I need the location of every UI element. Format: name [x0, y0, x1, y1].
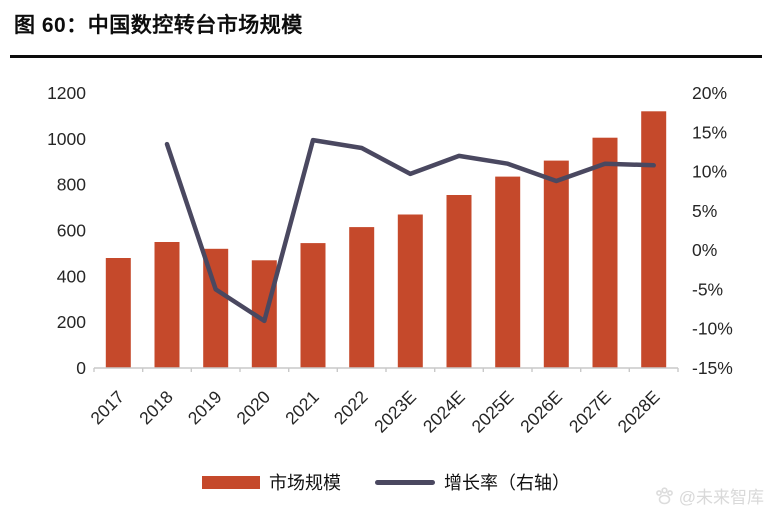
x-axis-category-label: 2018: [135, 387, 177, 429]
bar-2024E: [446, 195, 472, 368]
x-axis-category-label: 2026E: [516, 387, 566, 437]
x-axis-category-label: 2027E: [565, 387, 615, 437]
bar-series-swatch: [202, 475, 260, 489]
x-axis-category-label: 2025E: [468, 387, 518, 437]
right-axis-tick-label: 0%: [692, 240, 717, 260]
left-axis-tick-label: 200: [57, 312, 86, 332]
x-axis-category-label: 2017: [86, 387, 128, 429]
x-axis-category-label: 2021: [281, 387, 323, 429]
bar-2026E: [543, 160, 569, 368]
left-axis-tick-label: 800: [57, 175, 86, 195]
right-axis-tick-label: 5%: [692, 201, 717, 221]
chart-title: 图 60：中国数控转台市场规模: [14, 14, 303, 37]
watermark-paw-logo-icon: [655, 486, 673, 504]
legend-label-market-size: 市场规模: [269, 473, 341, 493]
growth-rate-line: [164, 137, 656, 324]
bar-2022: [349, 227, 375, 368]
x-axis-category-label: 2028E: [614, 387, 664, 437]
right-axis-tick-label: 20%: [692, 83, 727, 103]
bar-2025E: [495, 176, 521, 368]
market-size-chart: 0 200 400 600 800 1000 1200 -15% -10% -5% 0% 5% 10% 1…: [47, 83, 733, 437]
chart-legend: 市场规模 增长率（右轴）: [0, 469, 772, 495]
right-axis-tick-label: -10%: [692, 319, 733, 339]
left-axis-tick-label: 1200: [47, 83, 86, 103]
watermark-text: @未来智库: [678, 488, 764, 507]
title-underline: [10, 55, 762, 58]
left-axis-tick-label: 600: [57, 221, 86, 241]
right-axis-tick-label: 10%: [692, 162, 727, 182]
x-axis-category-label: 2022: [330, 387, 372, 429]
bar-2018: [154, 242, 180, 368]
bar-2027E: [592, 137, 618, 368]
left-axis-tick-label: 1000: [47, 129, 86, 149]
x-axis-category-label: 2024E: [419, 387, 469, 437]
watermark: @未来智库: [654, 483, 764, 508]
bar-2021: [300, 243, 326, 368]
right-axis-tick-label: -15%: [692, 358, 733, 378]
legend-label-growth-rate: 增长率（右轴）: [444, 473, 570, 493]
legend-item-growth-rate: 增长率（右轴）: [375, 469, 570, 495]
right-axis-tick-label: -5%: [692, 279, 723, 299]
right-axis-tick-label: 15%: [692, 122, 727, 142]
legend-item-market-size: 市场规模: [202, 469, 341, 495]
bar-2028E: [641, 111, 667, 369]
bar-2017: [105, 258, 131, 368]
line-series-swatch: [375, 479, 435, 485]
bar-2023E: [397, 214, 423, 368]
x-axis-category-label: 2019: [184, 387, 226, 429]
left-axis-tick-label: 400: [57, 266, 86, 286]
x-axis-category-label: 2023E: [370, 387, 420, 437]
left-axis-tick-label: 0: [76, 358, 86, 378]
x-axis-category-label: 2020: [232, 387, 274, 429]
